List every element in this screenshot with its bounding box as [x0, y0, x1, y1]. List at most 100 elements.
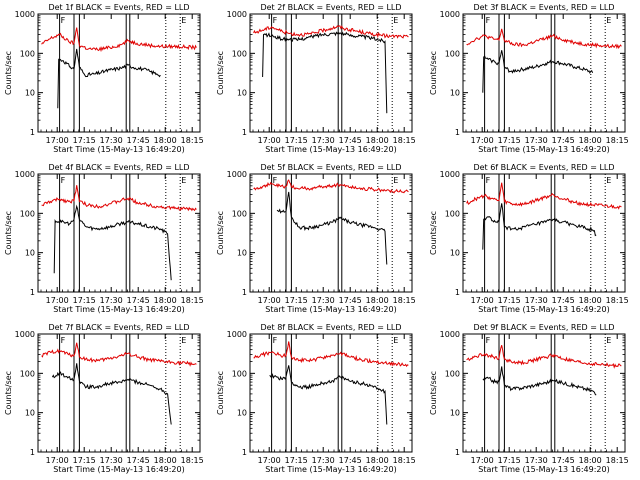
x-axis-label: Start Time (15-May-13 16:49:20): [53, 145, 184, 154]
x-tick-label: 17:30: [100, 136, 123, 145]
y-tick-label: 10: [450, 89, 460, 98]
marker-label: E: [393, 16, 398, 25]
series-lld-line: [466, 28, 622, 50]
x-tick-label: 17:00: [258, 296, 281, 305]
y-tick-label: 1000: [440, 170, 460, 179]
marker-label: F: [486, 176, 491, 185]
detector-panel-2: Det 2f BLACK = Events, RED = LLD 1 10 100 10…: [216, 3, 416, 154]
series-events-line: [53, 204, 172, 281]
marker-label: F: [273, 176, 278, 185]
x-tick-label: 17:00: [46, 296, 69, 305]
marker-label: E: [606, 16, 611, 25]
series-lld-line: [253, 179, 409, 194]
panel-title: Det 9f BLACK = Events, RED = LLD: [473, 323, 614, 332]
x-tick-label: 18:15: [606, 136, 629, 145]
marker-label: F: [61, 176, 66, 185]
marker-label: F: [273, 336, 278, 345]
y-tick-label: 10: [25, 409, 35, 418]
y-tick-label: 10: [237, 89, 247, 98]
x-tick-label: 17:30: [100, 456, 123, 465]
y-tick-label: 1000: [15, 10, 35, 19]
plot-frame: [249, 173, 413, 293]
marker-label: F: [486, 16, 491, 25]
y-tick-label: 10: [237, 249, 247, 258]
x-tick-label: 17:30: [525, 456, 548, 465]
panel-title: Det 3f BLACK = Events, RED = LLD: [473, 3, 614, 12]
x-tick-label: 18:00: [579, 456, 602, 465]
series-events-line: [51, 363, 172, 425]
x-tick-label: 17:30: [100, 296, 123, 305]
x-tick-label: 18:00: [154, 136, 177, 145]
y-tick-label: 1000: [15, 170, 35, 179]
x-tick-label: 18:00: [154, 296, 177, 305]
y-axis-label: Counts/sec: [4, 51, 13, 95]
plot-frame: [462, 333, 626, 453]
series-events-line: [262, 31, 388, 114]
x-tick-label: 17:15: [285, 456, 308, 465]
plot-frame: [37, 333, 201, 453]
x-tick-label: 17:45: [552, 136, 575, 145]
x-tick-label: 18:15: [393, 136, 416, 145]
y-tick-label: 1: [242, 288, 247, 297]
x-tick-label: 17:00: [46, 136, 69, 145]
x-tick-label: 17:30: [312, 136, 335, 145]
x-axis-label: Start Time (15-May-13 16:49:20): [478, 305, 609, 314]
y-axis-label: Counts/sec: [4, 371, 13, 415]
panel-title: Det 1f BLACK = Events, RED = LLD: [48, 3, 189, 12]
x-tick-label: 18:00: [579, 296, 602, 305]
x-tick-label: 17:45: [127, 456, 150, 465]
y-tick-label: 1: [242, 128, 247, 137]
x-tick-label: 17:15: [285, 136, 308, 145]
x-axis-label: Start Time (15-May-13 16:49:20): [265, 305, 396, 314]
x-tick-label: 17:00: [471, 296, 494, 305]
detector-panel-6: Det 6f BLACK = Events, RED = LLD 1 10 100 10…: [429, 163, 629, 314]
x-tick-label: 17:00: [46, 456, 69, 465]
x-tick-label: 17:45: [552, 296, 575, 305]
plot-frame: [249, 13, 413, 133]
plot-frame: [249, 333, 413, 453]
marker-label: E: [181, 176, 186, 185]
series-events-line: [57, 48, 161, 109]
y-tick-label: 100: [445, 209, 460, 218]
series-events-line: [482, 50, 594, 93]
plot-frame: [37, 13, 201, 133]
y-tick-label: 1: [455, 128, 460, 137]
y-tick-label: 1000: [227, 170, 247, 179]
y-tick-label: 1: [30, 128, 35, 137]
marker-label: E: [606, 176, 611, 185]
x-axis-label: Start Time (15-May-13 16:49:20): [478, 465, 609, 474]
y-tick-label: 1000: [227, 330, 247, 339]
y-tick-label: 1: [30, 448, 35, 457]
detector-panel-4: Det 4f BLACK = Events, RED = LLD 1 10 100 10…: [4, 163, 204, 314]
marker-label: F: [61, 336, 66, 345]
y-tick-label: 100: [20, 49, 35, 58]
x-axis-label: Start Time (15-May-13 16:49:20): [265, 465, 396, 474]
x-tick-label: 17:45: [127, 136, 150, 145]
x-axis-label: Start Time (15-May-13 16:49:20): [265, 145, 396, 154]
series-lld-line: [41, 27, 197, 53]
y-tick-label: 1: [455, 288, 460, 297]
plot-frame: [462, 173, 626, 293]
x-tick-label: 17:15: [73, 456, 96, 465]
panel-title: Det 2f BLACK = Events, RED = LLD: [260, 3, 401, 12]
y-axis-label: Counts/sec: [216, 51, 225, 95]
series-events-line: [482, 366, 597, 396]
x-tick-label: 18:15: [393, 296, 416, 305]
x-tick-label: 17:45: [552, 456, 575, 465]
x-tick-label: 17:00: [471, 136, 494, 145]
y-tick-label: 1000: [440, 330, 460, 339]
x-tick-label: 17:30: [312, 296, 335, 305]
x-tick-label: 18:15: [606, 296, 629, 305]
series-lld-line: [466, 345, 622, 369]
detector-panel-7: Det 7f BLACK = Events, RED = LLD 1 10 100 10…: [4, 323, 204, 474]
x-tick-label: 18:15: [393, 456, 416, 465]
series-lld-line: [253, 341, 409, 368]
y-tick-label: 100: [232, 49, 247, 58]
y-axis-label: Counts/sec: [429, 211, 438, 255]
y-tick-label: 100: [232, 369, 247, 378]
x-tick-label: 17:15: [73, 136, 96, 145]
detector-panel-3: Det 3f BLACK = Events, RED = LLD 1 10 100 10…: [429, 3, 629, 154]
y-tick-label: 10: [237, 409, 247, 418]
panel-title: Det 6f BLACK = Events, RED = LLD: [473, 163, 614, 172]
x-tick-label: 17:00: [258, 456, 281, 465]
